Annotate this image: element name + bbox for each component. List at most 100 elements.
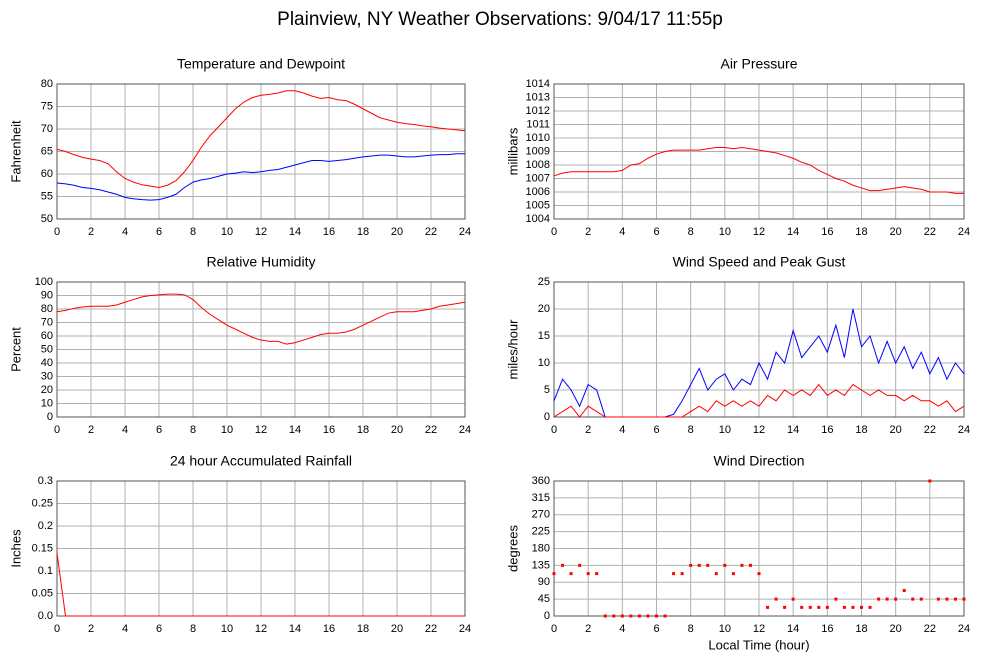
data-point (748, 563, 752, 567)
x-tick-label: 6 (156, 226, 162, 238)
x-tick-label: 12 (255, 623, 267, 635)
x-tick-label: 12 (255, 424, 267, 436)
data-point (945, 597, 949, 601)
y-tick-label: 270 (532, 509, 550, 521)
data-point (783, 605, 787, 609)
x-tick-label: 4 (122, 226, 128, 238)
data-line (56, 153, 465, 201)
x-tick-label: 22 (924, 623, 936, 635)
data-point (911, 597, 915, 601)
data-point (603, 614, 607, 618)
x-tick-label: 16 (323, 226, 335, 238)
y-tick-label: 40 (41, 357, 53, 369)
plot-frame (56, 281, 466, 418)
data-point (552, 572, 556, 576)
y-axis-label: miles/hour (505, 319, 520, 380)
x-tick-label: 0 (551, 226, 557, 238)
y-tick-label: 1010 (526, 132, 550, 144)
data-point (808, 605, 812, 609)
y-tick-label: 20 (538, 303, 550, 315)
x-tick-label: 24 (958, 424, 970, 436)
x-tick-label: 20 (890, 226, 902, 238)
data-line (56, 552, 465, 617)
data-point (885, 597, 889, 601)
x-tick-label: 20 (890, 623, 902, 635)
y-tick-label: 90 (41, 289, 53, 301)
x-tick-label: 8 (688, 623, 694, 635)
y-tick-label: 0 (544, 610, 550, 622)
y-tick-label: 1004 (526, 213, 550, 225)
x-tick-label: 4 (619, 226, 625, 238)
y-tick-label: 5 (544, 384, 550, 396)
data-point (740, 563, 744, 567)
y-tick-label: 30 (41, 370, 53, 382)
x-tick-label: 2 (88, 623, 94, 635)
x-tick-label: 18 (357, 424, 369, 436)
y-tick-label: 0.25 (32, 497, 53, 509)
y-tick-label: 55 (41, 190, 53, 202)
x-tick-label: 0 (54, 424, 60, 436)
data-point (723, 563, 727, 567)
data-point (928, 479, 932, 483)
y-tick-label: 75 (41, 100, 53, 112)
data-point (680, 572, 684, 576)
data-point (757, 572, 761, 576)
chart-title: 24 hour Accumulated Rainfall (170, 453, 352, 469)
data-point (774, 597, 778, 601)
x-tick-label: 8 (688, 424, 694, 436)
x-tick-label: 16 (821, 623, 833, 635)
y-tick-label: 1012 (526, 105, 550, 117)
chart-title: Wind Direction (713, 453, 804, 469)
x-tick-label: 6 (156, 623, 162, 635)
chart-title: Air Pressure (720, 56, 797, 72)
data-point (646, 614, 650, 618)
x-tick-label: 2 (585, 424, 591, 436)
data-point (791, 597, 795, 601)
chart-title: Wind Speed and Peak Gust (673, 254, 846, 270)
data-point (569, 572, 573, 576)
x-tick-label: 2 (88, 424, 94, 436)
data-point (842, 605, 846, 609)
data-point (817, 605, 821, 609)
y-tick-label: 25 (538, 276, 550, 288)
y-tick-label: 0 (544, 411, 550, 423)
y-tick-label: 10 (41, 397, 53, 409)
x-tick-label: 12 (753, 424, 765, 436)
data-point (561, 563, 565, 567)
y-tick-label: 1005 (526, 199, 550, 211)
y-tick-label: 1013 (526, 91, 550, 103)
y-axis-label: Percent (8, 327, 23, 372)
x-tick-label: 6 (653, 623, 659, 635)
x-tick-label: 14 (787, 424, 799, 436)
y-tick-label: 135 (532, 559, 550, 571)
y-tick-label: 80 (41, 78, 53, 90)
data-point (697, 563, 701, 567)
y-tick-label: 0.05 (32, 587, 53, 599)
x-tick-label: 6 (653, 424, 659, 436)
data-point (834, 597, 838, 601)
y-tick-label: 1006 (526, 186, 550, 198)
x-tick-label: 22 (425, 226, 437, 238)
y-tick-label: 45 (538, 593, 550, 605)
data-point (714, 572, 718, 576)
y-tick-label: 1009 (526, 145, 550, 157)
plot-frame (56, 83, 466, 220)
data-point (689, 563, 693, 567)
x-tick-label: 18 (357, 226, 369, 238)
x-tick-label: 14 (289, 226, 301, 238)
x-tick-label: 24 (459, 226, 471, 238)
data-line (56, 293, 466, 345)
y-tick-label: 70 (41, 123, 53, 135)
y-tick-label: 315 (532, 492, 550, 504)
x-tick-label: 16 (323, 424, 335, 436)
x-tick-label: 4 (122, 424, 128, 436)
data-point (868, 605, 872, 609)
y-tick-label: 0 (47, 411, 53, 423)
y-tick-label: 1014 (526, 78, 550, 90)
data-point (936, 597, 940, 601)
x-tick-label: 0 (551, 424, 557, 436)
x-tick-label: 14 (787, 623, 799, 635)
x-tick-label: 8 (190, 623, 196, 635)
x-tick-label: 18 (357, 623, 369, 635)
